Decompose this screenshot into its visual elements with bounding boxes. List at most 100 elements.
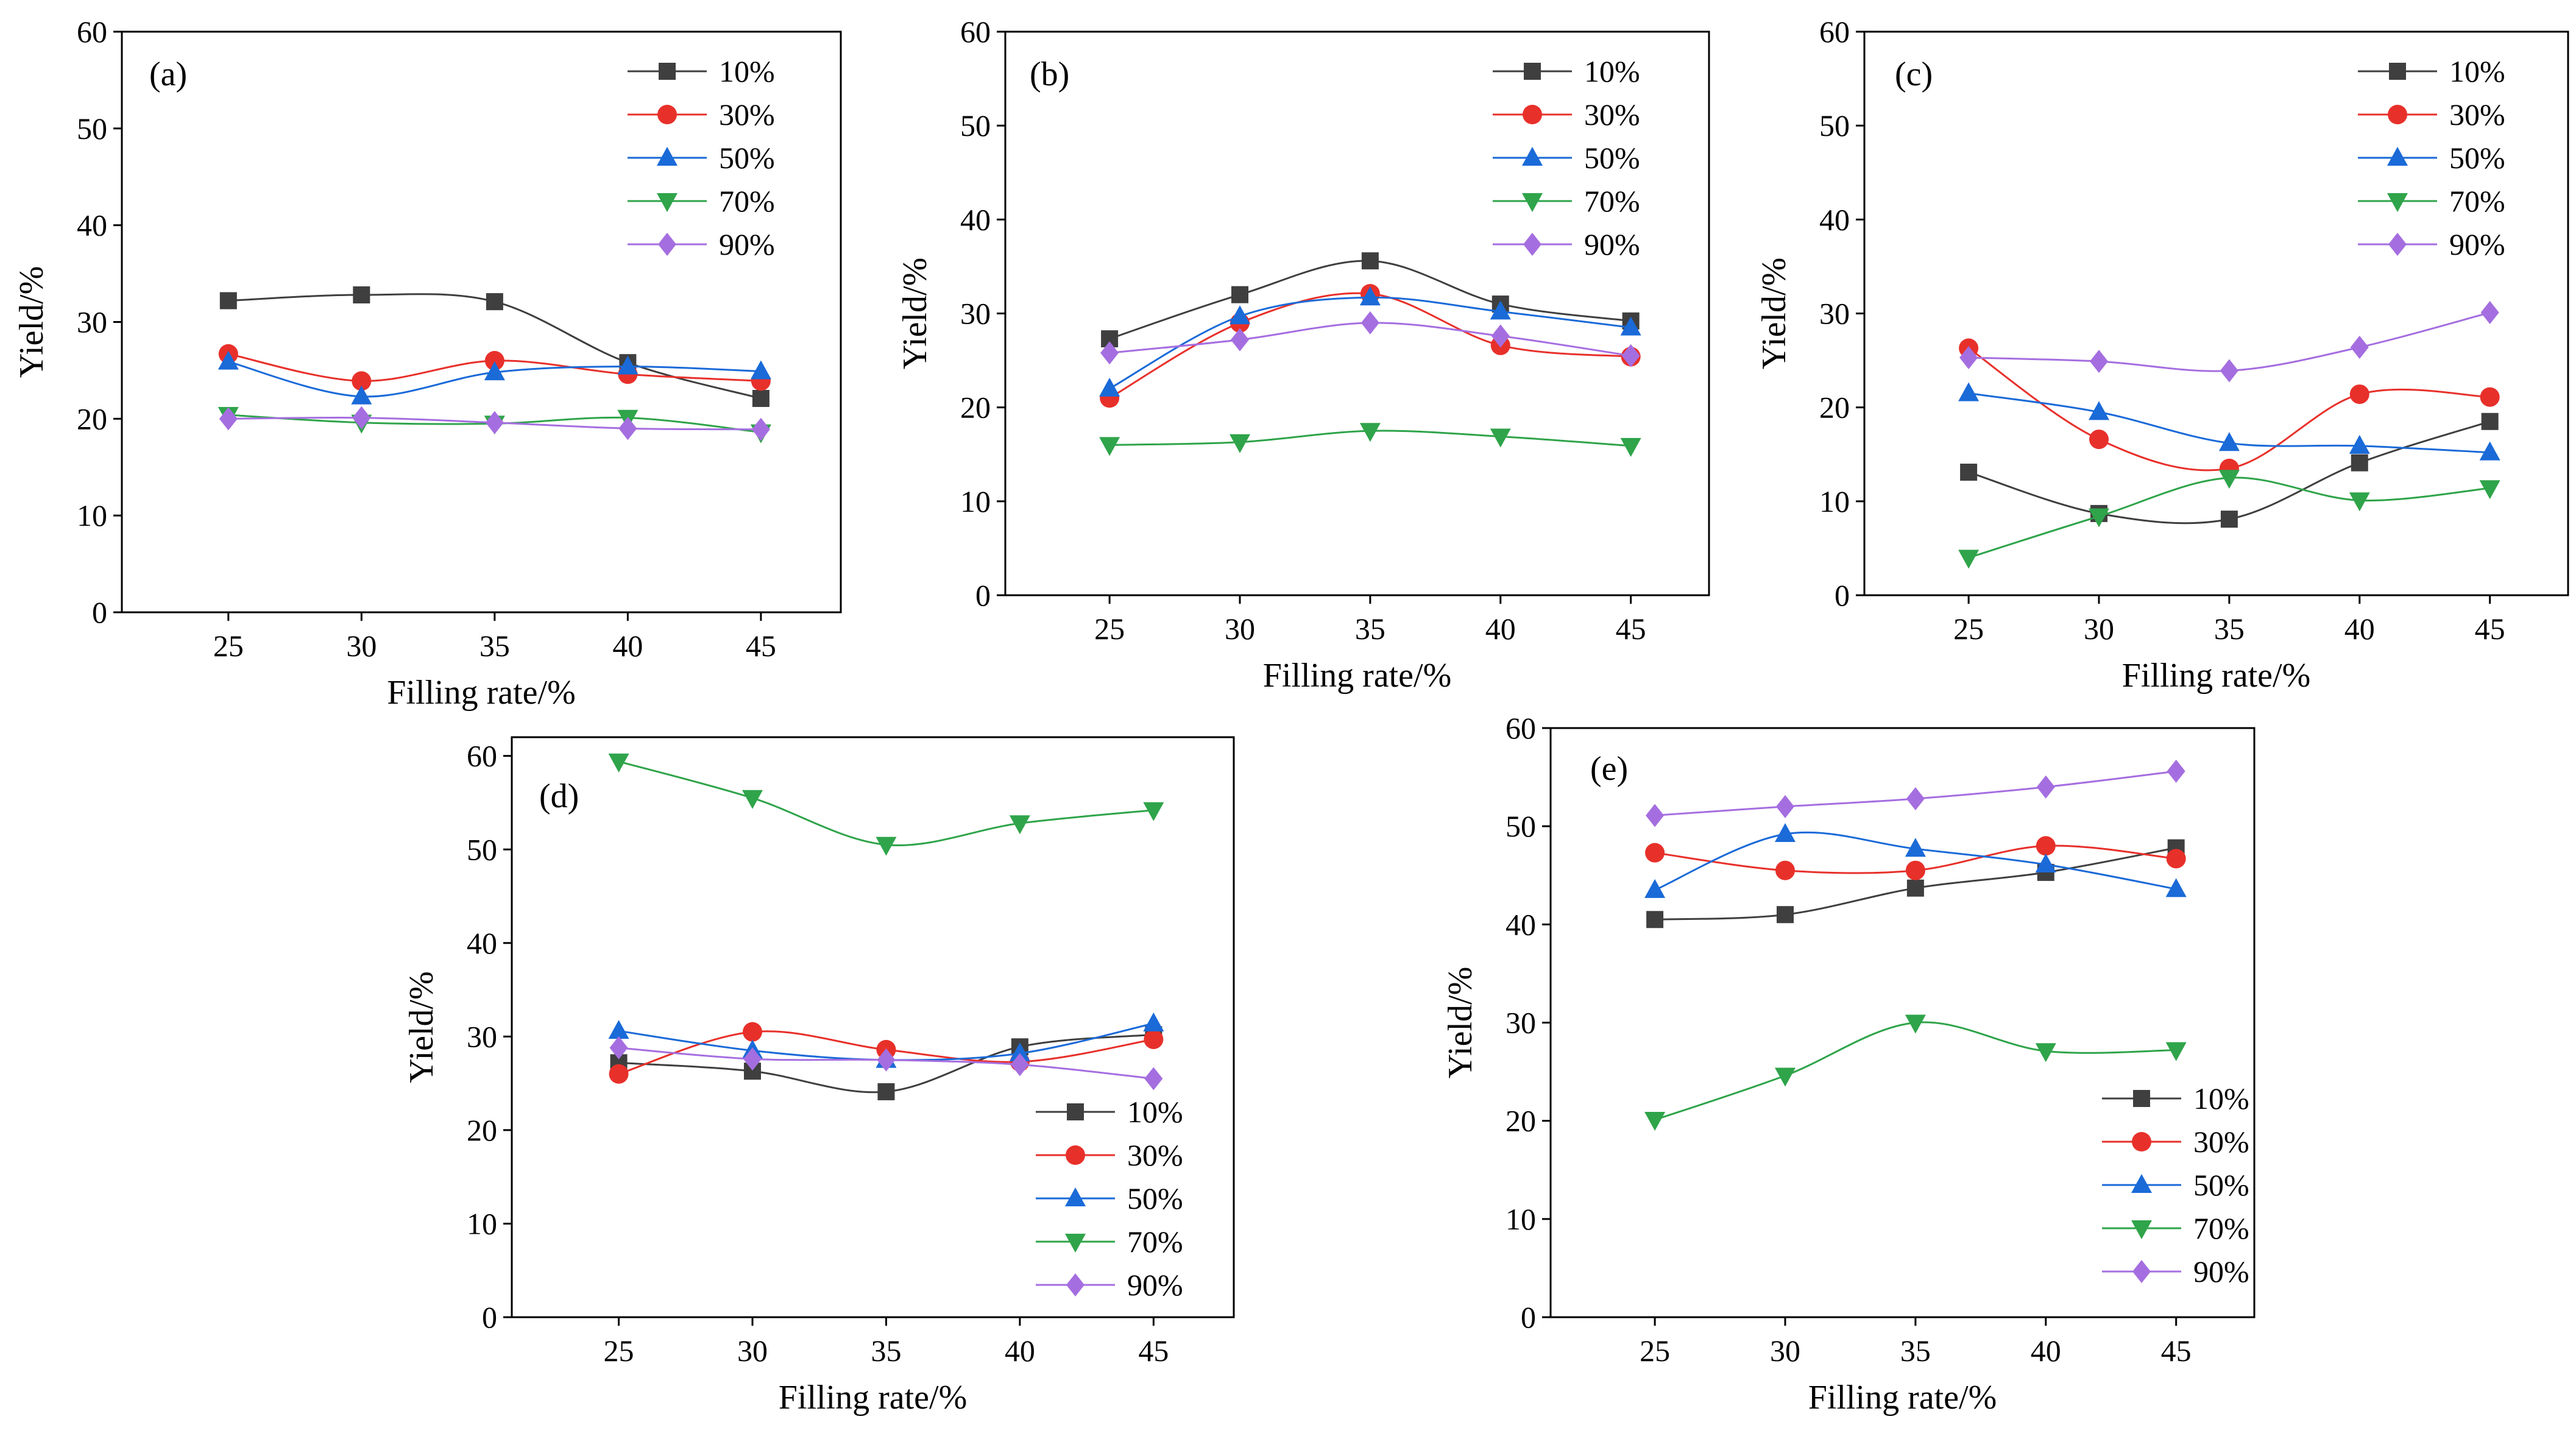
legend-marker xyxy=(1066,1145,1085,1165)
data-point xyxy=(2165,1042,2187,1061)
chart-panel-d: 0 10 20 30 40 50 60 25 30 35 40 45 Filling rate/% Yie… xyxy=(403,736,1235,1417)
x-tick-label: 40 xyxy=(2031,1334,2061,1368)
data-point xyxy=(1905,860,1925,880)
y-tick-label: 40 xyxy=(1506,907,1536,941)
y-tick-label: 0 xyxy=(482,1300,497,1334)
panel-label: (d) xyxy=(539,777,579,815)
y-tick-label: 20 xyxy=(960,391,991,425)
series-0 xyxy=(219,286,770,407)
legend-label: 70% xyxy=(719,184,775,218)
data-point xyxy=(1646,911,1664,928)
legend-marker xyxy=(2133,1090,2150,1107)
x-tick-label: 40 xyxy=(612,629,643,663)
data-point xyxy=(1777,906,1794,924)
x-tick-label: 25 xyxy=(1953,612,1984,646)
data-point xyxy=(1009,1042,1030,1061)
data-point xyxy=(218,350,239,370)
legend-label: 50% xyxy=(2193,1168,2249,1202)
legend-label: 30% xyxy=(2449,97,2505,132)
data-point xyxy=(2035,1043,2056,1063)
legend-label: 70% xyxy=(2449,184,2505,218)
data-point xyxy=(2036,836,2056,856)
data-point xyxy=(1621,344,1640,367)
x-axis-label: Filling rate/% xyxy=(2122,657,2311,695)
x-axis-label: Filling rate/% xyxy=(1263,657,1452,695)
data-point xyxy=(1620,316,1641,336)
legend-label: 10% xyxy=(2449,54,2505,88)
y-tick-label: 30 xyxy=(1819,297,1850,331)
y-tick-label: 20 xyxy=(1819,391,1850,425)
legend-marker xyxy=(2132,1260,2151,1283)
legend-label: 10% xyxy=(1584,54,1640,88)
chart-panel-e: 0 10 20 30 40 50 60 25 30 35 40 45 Filling rate/% Yie… xyxy=(1442,711,2256,1417)
x-axis-label: Filling rate/% xyxy=(387,674,576,712)
x-tick-label: 45 xyxy=(2161,1334,2192,1368)
data-point xyxy=(2089,401,2109,420)
data-point xyxy=(485,411,504,434)
legend-marker xyxy=(1524,63,1541,80)
data-point xyxy=(1143,1012,1164,1031)
data-point xyxy=(1100,341,1119,365)
y-axis-label: Yield/% xyxy=(403,971,441,1083)
legend: 10% 30% 50% 70% 90% xyxy=(628,54,775,261)
data-point xyxy=(2349,434,2370,454)
series-0 xyxy=(1101,252,1640,348)
legend-marker xyxy=(2388,233,2407,256)
legend-label: 90% xyxy=(1584,227,1640,261)
series-3 xyxy=(608,753,1164,856)
data-point xyxy=(1359,286,1381,306)
panel-label: (c) xyxy=(1895,55,1933,93)
legend-label: 70% xyxy=(1127,1225,1183,1259)
data-point xyxy=(1644,1112,1666,1131)
data-point xyxy=(1491,324,1510,348)
x-tick-label: 25 xyxy=(1094,612,1125,646)
y-tick-label: 50 xyxy=(1819,108,1850,143)
y-tick-label: 10 xyxy=(467,1206,497,1240)
data-point xyxy=(2035,854,2056,873)
data-point xyxy=(1490,300,1511,320)
data-point xyxy=(1620,437,1641,457)
legend-label: 30% xyxy=(719,97,775,132)
data-point xyxy=(353,286,370,304)
x-tick-label: 45 xyxy=(1616,612,1646,646)
data-point xyxy=(752,389,770,407)
data-point xyxy=(617,355,639,375)
data-point xyxy=(743,1022,762,1042)
data-point xyxy=(2480,387,2500,407)
series-0 xyxy=(610,1026,1162,1100)
data-point xyxy=(1490,428,1511,448)
legend: 10% 30% 50% 70% 90% xyxy=(1036,1095,1183,1302)
x-tick-label: 25 xyxy=(1640,1334,1670,1368)
chart-panel-a: 0 10 20 30 40 50 60 25 30 35 40 45 Filling rate/% Yie… xyxy=(13,15,842,712)
series-4 xyxy=(219,406,770,441)
data-point xyxy=(2479,480,2500,500)
x-tick-label: 30 xyxy=(346,629,377,663)
x-tick-label: 45 xyxy=(746,629,776,663)
data-point xyxy=(1645,843,1665,863)
series-1 xyxy=(218,344,771,391)
data-point xyxy=(876,836,897,856)
data-point xyxy=(750,360,771,380)
legend-marker xyxy=(657,147,678,166)
data-point xyxy=(1775,1067,1796,1087)
data-point xyxy=(2481,412,2499,430)
data-point xyxy=(2220,511,2238,528)
x-axis-label: Filling rate/% xyxy=(1808,1379,1997,1417)
data-point xyxy=(1906,787,1925,811)
data-point xyxy=(352,406,371,430)
legend-label: 30% xyxy=(2193,1125,2249,1159)
legend-marker xyxy=(2387,193,2408,212)
x-tick-label: 25 xyxy=(213,629,244,663)
y-tick-label: 20 xyxy=(467,1113,497,1147)
y-tick-label: 60 xyxy=(467,739,497,773)
y-tick-label: 30 xyxy=(1506,1006,1536,1040)
data-point xyxy=(486,293,503,311)
data-point xyxy=(1644,879,1666,898)
x-tick-label: 25 xyxy=(604,1334,634,1368)
y-tick-label: 50 xyxy=(960,108,991,143)
data-point xyxy=(1906,879,1924,897)
data-point xyxy=(1099,377,1120,397)
legend-label: 90% xyxy=(2193,1254,2249,1289)
legend-marker xyxy=(657,193,678,212)
series-4 xyxy=(1100,311,1640,367)
